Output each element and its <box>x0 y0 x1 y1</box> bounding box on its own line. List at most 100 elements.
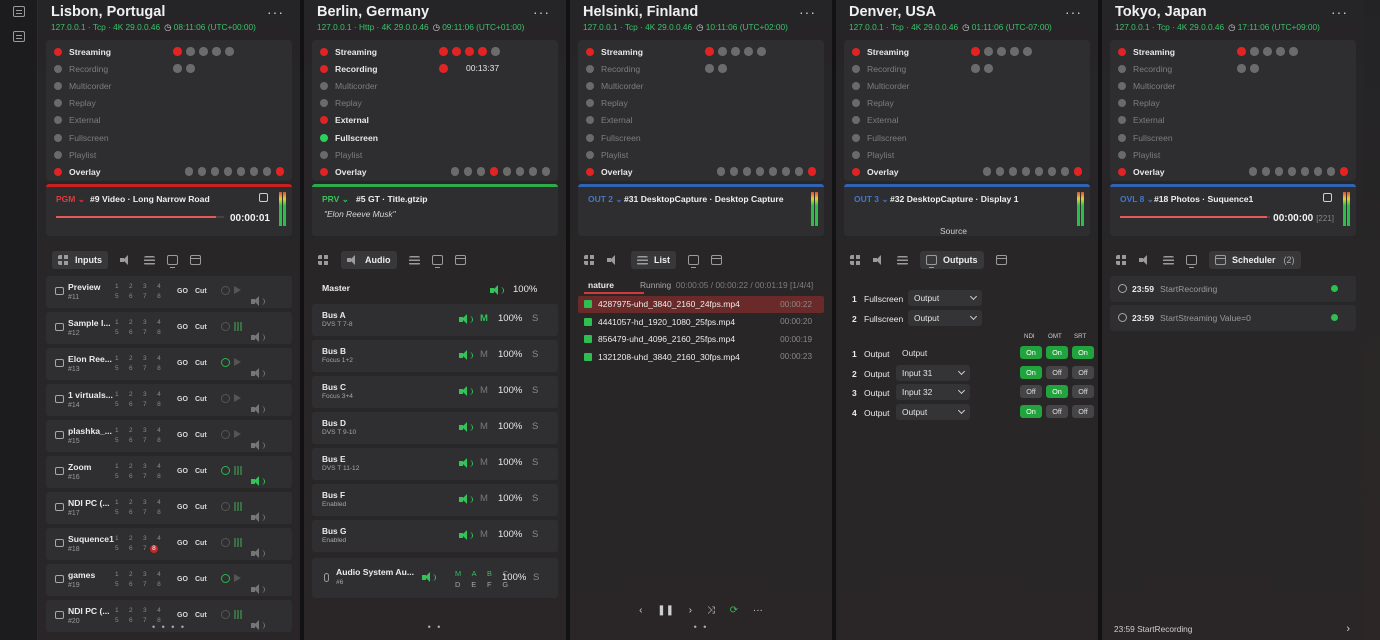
go-button[interactable]: GO <box>177 540 188 547</box>
go-button[interactable]: GO <box>177 468 188 475</box>
grid-icon[interactable] <box>584 255 595 265</box>
status-multicorder[interactable]: Multicorder <box>578 77 824 94</box>
input-row[interactable]: Suquence1 #18 1 2 3 4 5 6 78 GO Cut <box>46 528 292 560</box>
status-external[interactable]: External <box>46 112 292 129</box>
scheduler-item[interactable]: 23:59 StartRecording <box>1110 276 1356 302</box>
cut-button[interactable]: Cut <box>195 432 207 439</box>
more-icon[interactable]: ··· <box>267 4 284 20</box>
status-replay[interactable]: Replay <box>1110 95 1356 112</box>
loop-icon[interactable] <box>221 502 230 511</box>
tab-list[interactable]: List <box>631 251 677 269</box>
cut-button[interactable]: Cut <box>195 288 207 295</box>
speaker-icon[interactable] <box>459 458 473 469</box>
monitor-icon[interactable] <box>431 255 443 268</box>
cut-button[interactable]: Cut <box>195 504 207 511</box>
go-button[interactable]: GO <box>177 612 188 619</box>
status-multicorder[interactable]: Multicorder <box>844 77 1090 94</box>
monitor-icon[interactable] <box>167 255 178 268</box>
status-external[interactable]: External <box>844 112 1090 129</box>
enabled-checkbox[interactable] <box>584 352 592 361</box>
playlist-item[interactable]: 4441057-hd_1920_1080_25fps.mp4 00:00:20 <box>578 314 824 331</box>
audio-bars-icon[interactable] <box>234 538 242 547</box>
loop-icon[interactable] <box>221 286 230 295</box>
speaker-icon[interactable] <box>459 314 473 325</box>
playlist-item[interactable]: 856479-uhd_4096_2160_25fps.mp4 00:00:19 <box>578 331 824 348</box>
loop-icon[interactable] <box>221 574 230 583</box>
input-row[interactable]: plashka_... #15 1 2 3 4 5 6 7 8 GO Cut <box>46 420 292 452</box>
input-row[interactable]: 1 virtuals... #14 1 2 3 4 5 6 7 8 GO Cut <box>46 384 292 416</box>
bus-volume[interactable]: 100% <box>498 385 523 396</box>
output-tag[interactable]: OUT 3 ⌄ <box>854 194 889 204</box>
audio-input-volume[interactable]: 100% <box>502 572 527 583</box>
speaker-icon[interactable] <box>251 367 265 379</box>
bus-volume[interactable]: 100% <box>498 421 523 432</box>
bus-volume[interactable]: 100% <box>498 313 523 324</box>
play-icon[interactable] <box>234 358 241 366</box>
playlist-item[interactable]: 4287975-uhd_3840_2160_24fps.mp4 00:00:22 <box>578 296 824 313</box>
chevron-right-icon[interactable]: › <box>1346 623 1350 635</box>
omt-toggle[interactable]: On <box>1046 385 1068 398</box>
status-fullscreen[interactable]: Fullscreen <box>578 129 824 146</box>
play-icon[interactable] <box>234 574 241 582</box>
status-playlist[interactable]: Playlist <box>312 146 558 163</box>
status-overlay[interactable]: Overlay <box>844 163 1090 180</box>
scheduler-item[interactable]: 23:59 StartStreaming Value=0 <box>1110 305 1356 331</box>
calendar-icon[interactable] <box>711 255 723 265</box>
input-row[interactable]: Elon Ree... #13 1 2 3 4 5 6 7 8 GO Cut <box>46 348 292 380</box>
input-row[interactable]: Preview #11 1 2 3 4 5 6 7 8 GO Cut <box>46 276 292 308</box>
speaker-icon[interactable] <box>251 547 265 559</box>
cut-button[interactable]: Cut <box>195 360 207 367</box>
output-card[interactable]: PGM ⌄ #9 Video · Long Narrow Road 00:00:… <box>46 184 292 236</box>
enabled-checkbox[interactable] <box>584 300 592 308</box>
status-replay[interactable]: Replay <box>844 95 1090 112</box>
source-dropdown[interactable]: Input 32 <box>896 384 970 400</box>
enabled-checkbox[interactable] <box>584 317 592 326</box>
list-icon[interactable] <box>408 255 420 265</box>
grid-icon[interactable] <box>850 255 861 265</box>
status-recording[interactable]: Recording 00:13:37 <box>312 60 558 77</box>
overlay-channel-grid[interactable]: 1 2 3 4 5 6 7 8 <box>115 426 165 446</box>
output-tag[interactable]: OVL 8 ⌄ <box>1120 194 1154 204</box>
overlay-channel-grid[interactable]: 1 2 3 4 5 6 7 8 <box>115 498 165 518</box>
source-dropdown[interactable]: Output <box>896 403 970 420</box>
speaker-icon[interactable] <box>251 475 265 487</box>
status-playlist[interactable]: Playlist <box>844 146 1090 163</box>
speaker-icon[interactable] <box>251 439 265 451</box>
cut-button[interactable]: Cut <box>195 324 207 331</box>
panels-icon[interactable] <box>12 6 25 17</box>
overlay-channel-grid[interactable]: 1 2 3 4 5 6 7 8 <box>115 354 165 374</box>
speaker-icon[interactable] <box>459 530 473 541</box>
keyboard-icon[interactable] <box>12 31 25 42</box>
speaker-icon[interactable] <box>251 295 265 307</box>
input-row[interactable]: Zoom #16 1 2 3 4 5 6 7 8 GO Cut <box>46 456 292 488</box>
input-row[interactable]: NDI PC (... #20 1 2 3 4 5 6 7 8 GO Cut <box>46 600 292 632</box>
status-overlay[interactable]: Overlay <box>46 163 292 180</box>
input-row[interactable]: NDI PC (... #17 1 2 3 4 5 6 7 8 GO Cut <box>46 492 292 524</box>
go-button[interactable]: GO <box>177 432 188 439</box>
solo-button[interactable]: S <box>532 313 539 324</box>
page-indicator[interactable]: • • <box>693 622 709 632</box>
solo-button[interactable]: S <box>532 349 539 360</box>
status-playlist[interactable]: Playlist <box>46 146 292 163</box>
more-icon[interactable]: ··· <box>1065 4 1082 20</box>
mute-button[interactable]: M <box>480 313 488 324</box>
solo-button[interactable]: S <box>532 493 539 504</box>
speaker-icon[interactable] <box>251 619 265 631</box>
ndi-toggle[interactable]: On <box>1020 365 1042 379</box>
more-icon[interactable]: ··· <box>533 4 550 20</box>
ndi-toggle[interactable]: On <box>1020 404 1042 418</box>
go-button[interactable]: GO <box>177 396 188 403</box>
loop-icon[interactable] <box>221 430 230 439</box>
list-icon[interactable] <box>897 255 908 265</box>
loop-icon[interactable] <box>221 466 230 475</box>
speaker-icon[interactable] <box>873 255 885 265</box>
solo-button[interactable]: S <box>532 457 539 468</box>
srt-toggle[interactable]: Off <box>1072 385 1094 398</box>
playlist-item[interactable]: 1321208-uhd_3840_2160_30fps.mp4 00:00:23 <box>578 349 824 366</box>
checkbox[interactable] <box>1323 193 1332 202</box>
loop-icon[interactable] <box>221 610 230 619</box>
omt-toggle[interactable]: On <box>1046 346 1068 359</box>
status-recording[interactable]: Recording <box>1110 60 1356 77</box>
overlay-channel-grid[interactable]: 1 2 3 4 5 6 78 <box>115 534 165 554</box>
status-external[interactable]: External <box>578 112 824 129</box>
